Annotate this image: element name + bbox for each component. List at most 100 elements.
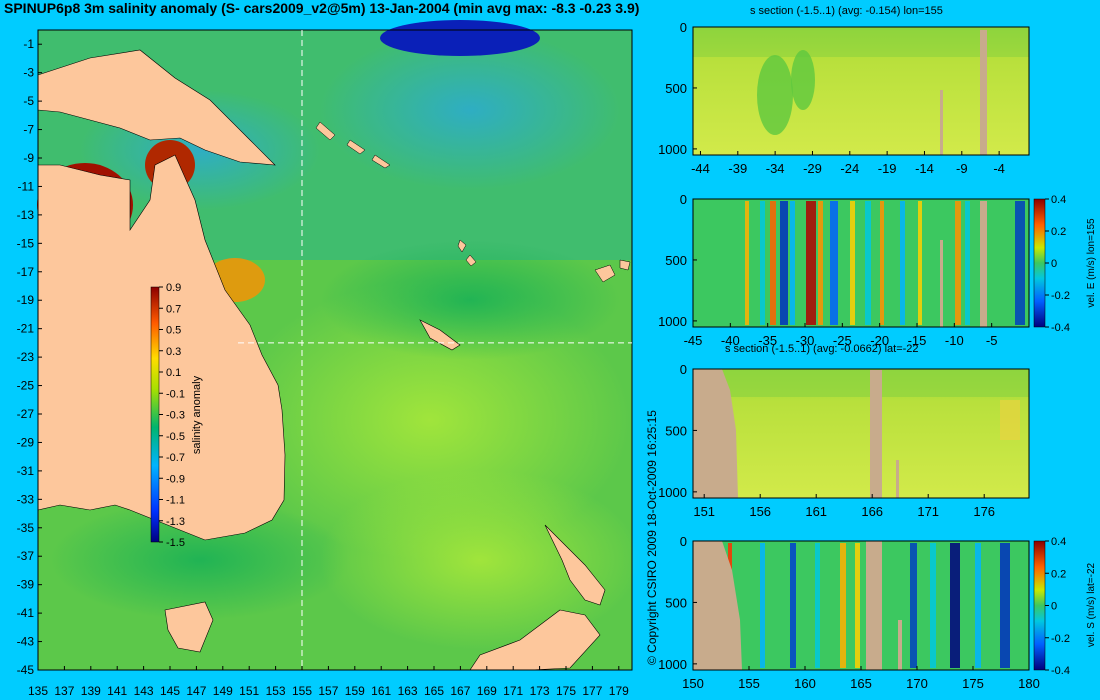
- salinity-colorbar-tick-label: 0.5: [166, 325, 181, 337]
- section-x-tick-label: -45: [684, 333, 703, 348]
- salinity-colorbar-label: salinity anomaly: [191, 375, 203, 454]
- section-y-tick-label: 500: [665, 595, 687, 610]
- velocity-jet: [930, 543, 936, 668]
- salinity-colorbar-tick-label: -0.5: [166, 431, 185, 443]
- section-y-tick-label: 1000: [658, 142, 687, 157]
- map-y-tick-label: -21: [17, 322, 35, 336]
- map-x-tick-label: 171: [503, 684, 523, 698]
- section-v-lat-land: [866, 541, 882, 670]
- page-title: SPINUP6p8 3m salinity anomaly (S- cars20…: [4, 0, 640, 16]
- velocity-jet: [1015, 201, 1025, 325]
- map-y-tick-label: -29: [17, 435, 35, 449]
- vel-colorbar-tick-label: 0.2: [1051, 568, 1066, 580]
- section-title-s-lon: s section (-1.5..1) (avg: -0.154) lon=15…: [750, 5, 943, 17]
- vel-colorbar-tick-label: 0.2: [1051, 226, 1066, 238]
- section-s-lat-land: [870, 370, 882, 498]
- map-x-tick-label: 157: [318, 684, 338, 698]
- section-x-tick-label: -20: [870, 333, 889, 348]
- section-x-tick-label: 180: [1018, 676, 1040, 691]
- section-s-lon-land: [980, 30, 987, 155]
- salinity-colorbar-tick-label: -0.7: [166, 452, 185, 464]
- velocity-jet: [815, 543, 820, 668]
- velocity-jet: [965, 201, 970, 325]
- section-v-lat-axes: 150 155 160 165 170 175 180 0 500 1000 0.4 0.2 0 -0.2…: [658, 534, 1070, 691]
- salinity-map: 0.9 0.7 0.5 0.3 0.1 -0.1 -0.3 -0.5 -0.7 -0.9 -1.1 -…: [17, 20, 640, 698]
- salinity-colorbar-tick-label: -1.1: [166, 495, 185, 507]
- section-x-tick-label: -5: [986, 333, 998, 348]
- section-s-lon-feature: [791, 50, 815, 110]
- section-x-tick-label: -14: [915, 161, 934, 176]
- section-y-tick-label: 1000: [658, 657, 687, 672]
- tasmania-landmass: [164, 601, 214, 653]
- map-y-tick-label: -5: [23, 94, 34, 108]
- new-guinea-landmass: [37, 49, 276, 166]
- velocity-jet: [840, 543, 846, 668]
- map-x-tick-label: 177: [582, 684, 602, 698]
- vel-colorbar-tick-label: 0.4: [1051, 536, 1066, 548]
- map-frame: [37, 29, 633, 671]
- section-x-tick-label: -15: [908, 333, 927, 348]
- vel-s-colorbar: [1033, 540, 1046, 671]
- map-x-tick-label: 175: [556, 684, 576, 698]
- map-x-tick-label: 135: [28, 684, 48, 698]
- section-y-tick-label: 1000: [658, 485, 687, 500]
- section-x-tick-label: 156: [749, 504, 771, 519]
- salinity-colorbar-tick-label: -1.3: [166, 516, 185, 528]
- salinity-colorbar: [150, 286, 160, 543]
- fiji-islands: [594, 259, 631, 283]
- section-u-lon-land: [940, 240, 943, 327]
- map-x-tick-label: 163: [398, 684, 418, 698]
- map-x-tick-label: 149: [213, 684, 233, 698]
- section-x-tick-label: 175: [962, 676, 984, 691]
- section-u-lon-axes: -45 -40 -35 -30 -25 -20 -15 -10 -5 0 500 1000 0.4 0.2…: [658, 192, 1070, 348]
- section-u-lon-frame: [692, 198, 1030, 328]
- section-s-lon-axes: -44 -39 -34 -29 -24 -19 -14 -9 -4 0 500 1000: [658, 20, 1005, 176]
- map-x-tick-label: 137: [54, 684, 74, 698]
- section-x-tick-label: 171: [917, 504, 939, 519]
- new-zealand-north-landmass: [544, 524, 606, 606]
- section-x-tick-label: 165: [850, 676, 872, 691]
- map-x-tick-label: 139: [81, 684, 101, 698]
- vel-colorbar-tick-label: -0.4: [1051, 665, 1070, 677]
- map-y-tick-label: -17: [17, 265, 35, 279]
- section-v-lat-land: [898, 620, 902, 670]
- section-x-tick-label: -25: [833, 333, 852, 348]
- map-x-tick-label: 159: [345, 684, 365, 698]
- map-x-tick-label: 165: [424, 684, 444, 698]
- velocity-jet: [830, 201, 838, 325]
- section-x-tick-label: -9: [956, 161, 968, 176]
- section-s-lon-feature: [757, 55, 793, 135]
- section-y-tick-label: 0: [680, 192, 687, 207]
- map-sea-blue-region: [320, 30, 620, 190]
- section-y-tick-label: 500: [665, 253, 687, 268]
- map-sea-eddy-region: [50, 500, 350, 620]
- map-x-tick-label: 173: [530, 684, 550, 698]
- vel-e-colorbar-label: vel. E (m/s) lon=155: [1086, 218, 1097, 308]
- salinity-colorbar-tick-label: -1.5: [166, 537, 185, 549]
- velocity-jet: [745, 201, 749, 325]
- map-y-tick-label: -9: [23, 151, 34, 165]
- section-x-tick-label: 150: [682, 676, 704, 691]
- section-y-tick-label: 1000: [658, 314, 687, 329]
- velocity-jet: [790, 543, 796, 668]
- map-y-tick-label: -37: [17, 549, 35, 563]
- map-y-tick-label: -3: [23, 66, 34, 80]
- section-u-lon-panel: vel. E (m/s) lon=155 -45 -40 -35 -30 -25 -20-…: [658, 192, 1097, 348]
- velocity-jet: [855, 543, 860, 668]
- vel-s-colorbar-label: vel. S (m/s) lat=-22: [1086, 562, 1097, 647]
- map-y-tick-label: -43: [17, 635, 35, 649]
- section-y-tick-label: 500: [665, 81, 687, 96]
- map-x-tick-label: 151: [239, 684, 259, 698]
- map-y-tick-label: -41: [17, 606, 35, 620]
- section-x-tick-label: 161: [805, 504, 827, 519]
- velocity-jet: [918, 201, 922, 325]
- salinity-colorbar-tick-label: -0.3: [166, 410, 185, 422]
- map-y-tick-label: -11: [18, 179, 35, 193]
- velocity-jet: [780, 201, 788, 325]
- section-s-lat-feature: [1000, 400, 1020, 440]
- map-y-tick-label: -45: [17, 663, 35, 677]
- map-x-tick-label: 179: [609, 684, 629, 698]
- velocity-jet: [1000, 543, 1010, 668]
- section-x-tick-label: -44: [691, 161, 710, 176]
